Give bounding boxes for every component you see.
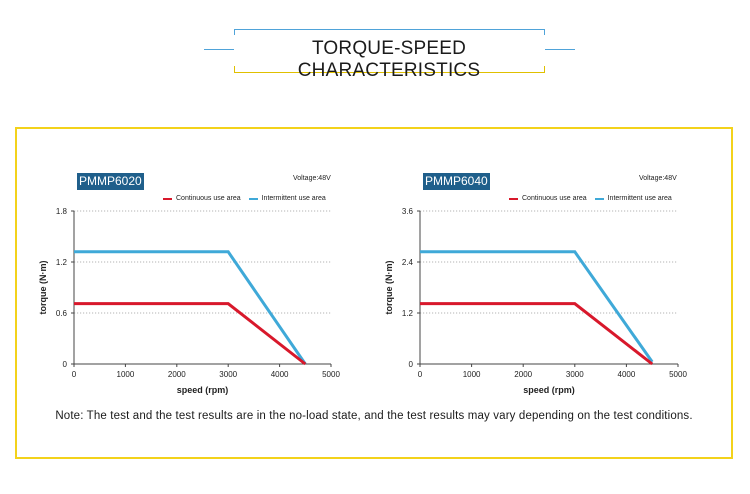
chart-2-legend: Continuous use area Intermittent use are… [509, 195, 680, 202]
chart-2-voltage: Voltage:48V [639, 175, 677, 182]
title-bottom-right-tick [544, 66, 545, 72]
chart-panel [15, 127, 733, 459]
title-bottom-rule [234, 72, 545, 73]
chart-1-legend-intermittent-swatch [248, 197, 258, 200]
chart-2-legend-intermittent-label: Intermittent use area [607, 195, 672, 202]
title-banner: TORQUE-SPEED CHARACTERISTICS [0, 0, 750, 90]
title-left-rule [204, 49, 234, 50]
chart-2-model-badge: PMMP6040 [423, 173, 490, 190]
title-top-left-tick [234, 29, 235, 35]
chart-2-legend-continuous: Continuous use area [509, 195, 587, 202]
chart-2-legend-intermittent: Intermittent use area [594, 195, 672, 202]
chart-2-legend-continuous-label: Continuous use area [522, 195, 587, 202]
chart-1-voltage: Voltage:48V [293, 175, 331, 182]
title-top-rule [234, 29, 545, 30]
chart-1-model-badge: PMMP6020 [77, 173, 144, 190]
title-bottom-left-tick [234, 66, 235, 72]
chart-1-legend-continuous-swatch [163, 197, 172, 200]
page-title: TORQUE-SPEED CHARACTERISTICS [297, 38, 481, 81]
footnote: Note: The test and the test results are … [55, 410, 693, 422]
title-right-rule [545, 49, 575, 50]
chart-1-legend-intermittent-label: Intermittent use area [261, 195, 326, 202]
title-top-right-tick [544, 29, 545, 35]
chart-1-legend-intermittent: Intermittent use area [248, 195, 326, 202]
chart-1-legend-continuous: Continuous use area [163, 195, 241, 202]
chart-2-legend-continuous-swatch [509, 197, 518, 200]
chart-1-legend-continuous-label: Continuous use area [176, 195, 241, 202]
chart-1-legend: Continuous use area Intermittent use are… [163, 195, 334, 202]
chart-2-legend-intermittent-swatch [594, 197, 604, 200]
